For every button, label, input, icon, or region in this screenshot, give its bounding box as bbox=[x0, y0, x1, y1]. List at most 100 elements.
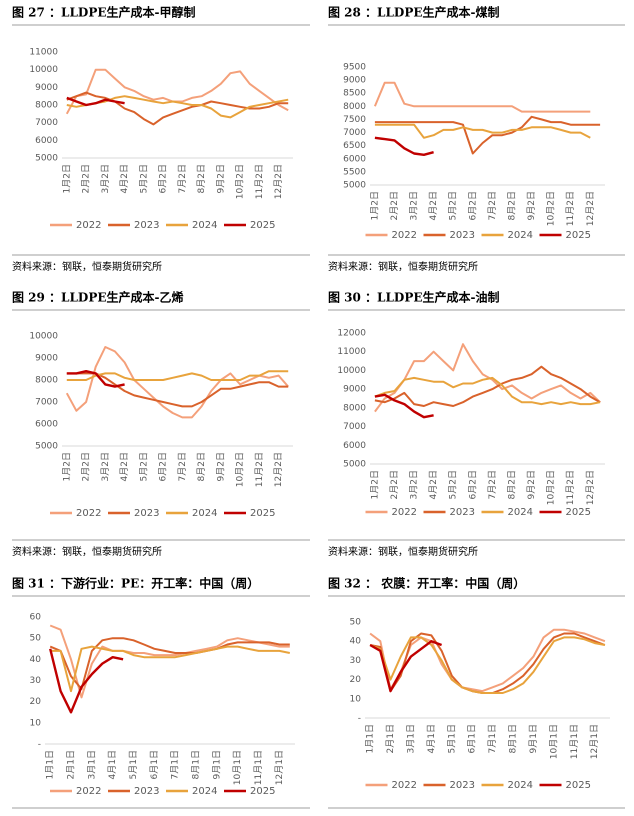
x-tick-label: 6月1日 bbox=[467, 724, 478, 753]
x-tick-label: 12月1日 bbox=[274, 750, 285, 785]
y-tick-label: 8000 bbox=[35, 101, 58, 111]
series-line bbox=[374, 123, 591, 139]
x-tick-label: 7月2日 bbox=[177, 164, 188, 193]
legend-label: 2022 bbox=[76, 508, 101, 519]
x-tick-label: 10月2日 bbox=[546, 191, 557, 226]
x-tick-label: 7月1日 bbox=[170, 750, 181, 779]
x-tick-label: 9月1日 bbox=[528, 724, 539, 753]
legend-label: 2025 bbox=[566, 507, 591, 518]
x-tick-label: 6月2日 bbox=[467, 470, 478, 499]
y-tick-label: 5000 bbox=[343, 460, 366, 470]
chart-title: 图 30 ：LLDPE生产成本-油制 bbox=[328, 290, 500, 305]
series-line bbox=[50, 645, 290, 693]
legend-label: 2025 bbox=[566, 780, 591, 791]
x-tick-label: 12月2日 bbox=[273, 452, 284, 487]
series-line bbox=[49, 624, 290, 699]
y-tick-label: 10000 bbox=[337, 366, 366, 376]
x-tick-label: 5月2日 bbox=[138, 452, 149, 481]
y-tick-label: 50 bbox=[30, 634, 42, 644]
chart-title: 图 28 ：LLDPE生产成本-煤制 bbox=[328, 5, 500, 20]
y-tick-label: 7000 bbox=[343, 128, 366, 138]
legend-label: 2025 bbox=[250, 508, 275, 519]
y-tick-label: 11000 bbox=[29, 48, 58, 58]
x-tick-label: 5月1日 bbox=[446, 724, 457, 753]
y-tick-label: 9000 bbox=[35, 83, 58, 93]
x-tick-label: 8月2日 bbox=[196, 452, 207, 481]
x-tick-label: 1月2日 bbox=[61, 452, 72, 481]
y-tick-label: 9500 bbox=[343, 63, 366, 73]
x-tick-label: 4月2日 bbox=[428, 470, 439, 499]
legend-label: 2023 bbox=[134, 220, 159, 231]
x-tick-label: 2月2日 bbox=[389, 470, 400, 499]
series-line bbox=[49, 637, 290, 690]
x-tick-label: 11月2日 bbox=[565, 191, 576, 226]
y-tick-label: 7000 bbox=[35, 398, 58, 408]
x-tick-label: 5月1日 bbox=[128, 750, 139, 779]
y-tick-label: 10 bbox=[350, 694, 362, 704]
y-tick-label: 10000 bbox=[29, 65, 58, 75]
series-line bbox=[373, 81, 591, 113]
y-tick-label: 9000 bbox=[343, 76, 366, 86]
legend-label: 2023 bbox=[450, 230, 475, 241]
x-tick-label: 8月2日 bbox=[196, 164, 207, 193]
x-tick-label: 8月2日 bbox=[506, 470, 517, 499]
chart-title: 图 32 ： 农膜：开工率：中国（周） bbox=[328, 576, 525, 591]
x-tick-label: 10月2日 bbox=[546, 470, 557, 505]
y-tick-label: 10000 bbox=[29, 332, 58, 342]
x-tick-label: 10月2日 bbox=[235, 452, 246, 487]
x-tick-label: 1月1日 bbox=[45, 750, 56, 779]
x-tick-label: 2月2日 bbox=[81, 164, 92, 193]
source-note: 资料来源：钢联，恒泰期货研究所 bbox=[12, 545, 162, 558]
x-tick-label: 2月2日 bbox=[81, 452, 92, 481]
legend-label: 2024 bbox=[192, 508, 217, 519]
x-tick-label: 7月2日 bbox=[487, 191, 498, 220]
x-tick-label: 6月2日 bbox=[158, 452, 169, 481]
x-tick-label: 9月2日 bbox=[526, 191, 537, 220]
y-tick-label: 12000 bbox=[337, 329, 366, 339]
x-tick-label: 7月2日 bbox=[487, 470, 498, 499]
legend-label: 2022 bbox=[76, 786, 101, 797]
x-tick-label: 5月2日 bbox=[448, 191, 459, 220]
x-tick-label: 9月2日 bbox=[215, 452, 226, 481]
x-tick-label: 10月1日 bbox=[548, 724, 559, 759]
y-tick-label: 20 bbox=[350, 675, 362, 685]
x-tick-label: 2月1日 bbox=[385, 724, 396, 753]
y-tick-label: 6000 bbox=[35, 420, 58, 430]
series-line bbox=[66, 372, 289, 408]
y-tick-label: 8500 bbox=[343, 89, 366, 99]
x-tick-label: 4月2日 bbox=[119, 164, 130, 193]
y-tick-label: 7500 bbox=[343, 115, 366, 125]
legend-label: 2022 bbox=[392, 230, 417, 241]
y-tick-label: 60 bbox=[30, 613, 42, 623]
x-tick-label: 12月2日 bbox=[585, 191, 596, 226]
y-tick-label: 40 bbox=[30, 655, 42, 665]
legend-label: 2023 bbox=[134, 508, 159, 519]
legend-label: 2024 bbox=[192, 220, 217, 231]
legend-label: 2022 bbox=[392, 780, 417, 791]
y-tick-label: 6000 bbox=[343, 154, 366, 164]
x-tick-label: 8月2日 bbox=[506, 191, 517, 220]
x-tick-label: 10月2日 bbox=[235, 164, 246, 199]
series-line bbox=[374, 136, 434, 156]
series-line bbox=[374, 343, 601, 413]
chart-title: 图 29 ：LLDPE生产成本-乙烯 bbox=[12, 290, 184, 305]
series-line bbox=[66, 96, 125, 107]
legend-label: 2023 bbox=[450, 780, 475, 791]
y-tick-label: 11000 bbox=[337, 347, 366, 357]
y-tick-label: 6500 bbox=[343, 141, 366, 151]
x-tick-label: 11月1日 bbox=[253, 750, 264, 785]
x-tick-label: 8月1日 bbox=[508, 724, 519, 753]
x-tick-label: 1月2日 bbox=[369, 470, 380, 499]
x-tick-label: 1月2日 bbox=[369, 191, 380, 220]
y-tick-label: 6000 bbox=[343, 441, 366, 451]
x-tick-label: 2月2日 bbox=[389, 191, 400, 220]
x-tick-label: 6月1日 bbox=[149, 750, 160, 779]
series-line bbox=[374, 365, 601, 407]
series-line bbox=[65, 68, 289, 115]
y-tick-label: 8000 bbox=[343, 102, 366, 112]
legend-label: 2024 bbox=[508, 507, 533, 518]
y-tick-label: 50 bbox=[350, 618, 362, 628]
y-tick-label: 8000 bbox=[343, 403, 366, 413]
x-tick-label: 3月2日 bbox=[100, 452, 111, 481]
x-tick-label: 8月1日 bbox=[191, 750, 202, 779]
